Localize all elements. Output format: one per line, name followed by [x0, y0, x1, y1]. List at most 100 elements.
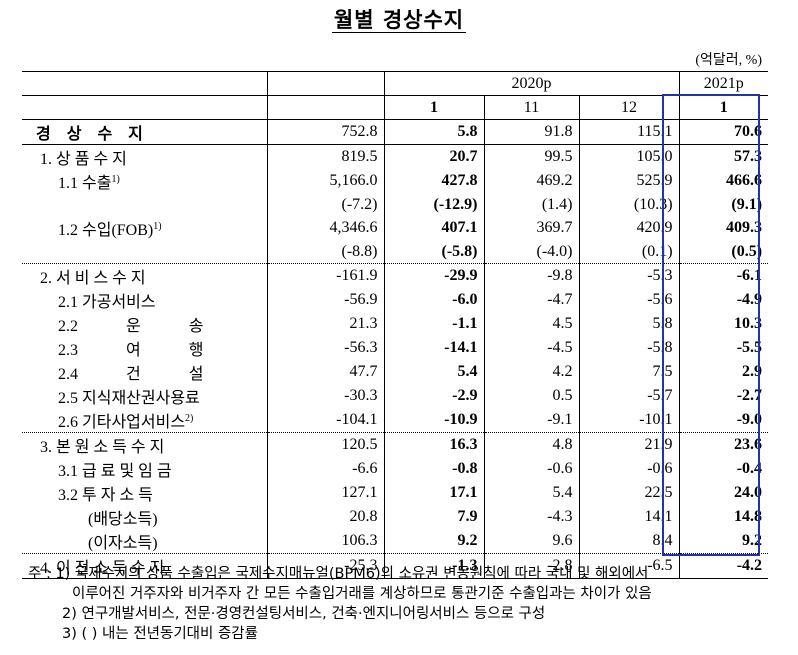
row-label: 2.5 지식재산권사용료: [58, 390, 200, 407]
cell-value: -5.6: [578, 288, 680, 312]
cell-value: 469.2: [483, 169, 579, 193]
cell-value: -2.7: [678, 384, 769, 408]
cell-value: -14.1: [383, 336, 484, 360]
row-label: 1.2 수입(FOB)1): [58, 221, 162, 240]
table-row: 2.1 가공서비스 -56.9 -6.0 -4.7 -5.6 -4.9: [22, 288, 769, 312]
cell-value: 10.3: [678, 312, 769, 336]
cell-value: (-8.8): [266, 240, 384, 264]
row-label: 1.1 수출1): [58, 174, 120, 193]
cell-value: 22.5: [578, 481, 680, 505]
table-row: 3.2 투 자 소 득 127.1 17.1 5.4 22.5 24.0: [22, 481, 769, 505]
table-row: 2.5 지식재산권사용료 -30.3 -2.9 0.5 -5.7 -2.7: [22, 384, 769, 408]
cell-value: -10.9: [383, 408, 484, 433]
row-label: 3. 본 원 소 득 수 지: [22, 432, 267, 457]
row-label: 1. 상 품 수 지: [22, 144, 267, 169]
table-row: 4. 이 전 소 득 수 지 -25.3 -1.3 -2.8 -6.5 -4.2: [22, 553, 769, 579]
table-row: (-7.2) (-12.9) (1.4) (10.3) (9.1): [22, 193, 769, 216]
row-label: 2.2 운 송: [58, 318, 204, 335]
footnotes: 주 : 1) 국제수지의 상품 수출입은 국제수지매뉴얼(BPM6)의 소유권 …: [28, 564, 652, 644]
cell-value: 752.8: [266, 119, 384, 145]
row-label: [22, 193, 267, 216]
cell-value: 420.9: [578, 216, 680, 240]
cell-value: 24.0: [678, 481, 769, 505]
footnote-2: 2) 연구개발서비스, 전문·경영컨설팅서비스, 건축·엔지니어링서비스 등으로…: [62, 606, 546, 622]
table-row: 2.6 기타사업서비스2) -104.1 -10.9 -9.1 -10.1 -9…: [22, 408, 769, 433]
row-label: 4. 이 전 소 득 수 지: [22, 553, 267, 579]
cell-value: 57.3: [678, 144, 769, 169]
cell-value: (9.1): [678, 193, 769, 216]
cell-value: (-7.2): [266, 193, 384, 216]
cell-value: 4.5: [483, 312, 579, 336]
header-month: 12: [578, 95, 680, 120]
cell-value: 369.7: [483, 216, 579, 240]
cell-value: 99.5: [483, 144, 579, 169]
cell-value: -6.1: [678, 263, 769, 288]
table-row: 1.1 수출1) 5,166.0 427.8 469.2 525.9 466.6: [22, 169, 769, 193]
table-row: 2. 서 비 스 수 지 -161.9 -29.9 -9.8 -5.3 -6.1: [22, 263, 769, 288]
table-row: (-8.8) (-5.8) (-4.0) (0.1) (0.5): [22, 240, 769, 264]
cell-value: 9.2: [383, 529, 484, 554]
header-month: 1: [678, 95, 769, 120]
table-row: 2.2 운 송 21.3 -1.1 4.5 5.8 10.3: [22, 312, 769, 336]
cell-value: -5.5: [678, 336, 769, 360]
cell-value: 7.5: [578, 360, 680, 384]
cell-value: 105.0: [578, 144, 680, 169]
cell-value: (10.3): [578, 193, 680, 216]
cell-value: -4.9: [678, 288, 769, 312]
cell-value: 0.5: [483, 384, 579, 408]
cell-value: 9.2: [678, 529, 769, 554]
table-row: (배당소득) 20.8 7.9 -4.3 14.1 14.8: [22, 505, 769, 529]
footnote-1: 주 : 1) 국제수지의 상품 수출입은 국제수지매뉴얼(BPM6)의 소유권 …: [28, 566, 649, 582]
cell-value: 9.6: [483, 529, 579, 554]
cell-value: 70.6: [678, 119, 769, 145]
cell-value: -2.9: [383, 384, 484, 408]
cell-value: 407.1: [383, 216, 484, 240]
header-month: 1: [383, 95, 484, 120]
cell-value: 115.1: [578, 119, 680, 145]
header-row-years: 2020p 2021p: [22, 71, 769, 96]
cell-value: -10.1: [578, 408, 680, 433]
cell-value: -9.8: [483, 263, 579, 288]
cell-value: 4.2: [483, 360, 579, 384]
cell-value: -5.3: [578, 263, 680, 288]
cell-value: -4.2: [678, 553, 769, 579]
cell-value: 4.8: [483, 432, 579, 457]
cell-value: -4.3: [483, 505, 579, 529]
cell-value: 16.3: [383, 432, 484, 457]
cell-value: -0.6: [483, 457, 579, 481]
cell-value: -5.8: [578, 336, 680, 360]
cell-value: -6.5: [578, 553, 680, 579]
row-label: (이자소득): [88, 535, 158, 552]
header-2020: 2020p: [383, 71, 680, 96]
cell-value: -6.6: [266, 457, 384, 481]
cell-value: -5.7: [578, 384, 680, 408]
cell-value: -1.1: [383, 312, 484, 336]
header-month: 11: [483, 95, 579, 120]
cell-value: 21.3: [266, 312, 384, 336]
row-label: [22, 240, 267, 264]
cell-value: 525.9: [578, 169, 680, 193]
cell-value: -0.6: [578, 457, 680, 481]
cell-value: -104.1: [266, 408, 384, 433]
cell-value: 20.7: [383, 144, 484, 169]
current-account-table: 2020p 2021p 1 11 12 1 경 상 수 지 752.8 5.8 …: [22, 71, 769, 579]
row-label: 경 상 수 지: [22, 119, 267, 145]
cell-value: -2.8: [483, 553, 579, 579]
cell-value: 5.4: [383, 360, 484, 384]
table-row: 1.2 수입(FOB)1) 4,346.6 407.1 369.7 420.9 …: [22, 216, 769, 240]
cell-value: -56.3: [266, 336, 384, 360]
table-row: (이자소득) 106.3 9.2 9.6 8.4 9.2: [22, 529, 769, 554]
header-row-months: 1 11 12 1: [22, 95, 769, 120]
row-label: 2.6 기타사업서비스2): [58, 413, 194, 432]
cell-value: 7.9: [383, 505, 484, 529]
table-row: 3.1 급 료 및 임 금 -6.6 -0.8 -0.6 -0.6 -0.4: [22, 457, 769, 481]
footnote-3: 3) ( ) 내는 전년동기대비 증감률: [62, 626, 258, 642]
row-label: 2.3 여 행: [58, 342, 204, 359]
table-row: 1. 상 품 수 지 819.5 20.7 99.5 105.0 57.3: [22, 144, 769, 169]
table-row: 경 상 수 지 752.8 5.8 91.8 115.1 70.6: [22, 119, 769, 145]
cell-value: 466.6: [678, 169, 769, 193]
cell-value: (0.5): [678, 240, 769, 264]
row-label: 2.1 가공서비스: [58, 294, 156, 311]
cell-value: -1.3: [383, 553, 484, 579]
row-label: 3.1 급 료 및 임 금: [58, 463, 172, 480]
